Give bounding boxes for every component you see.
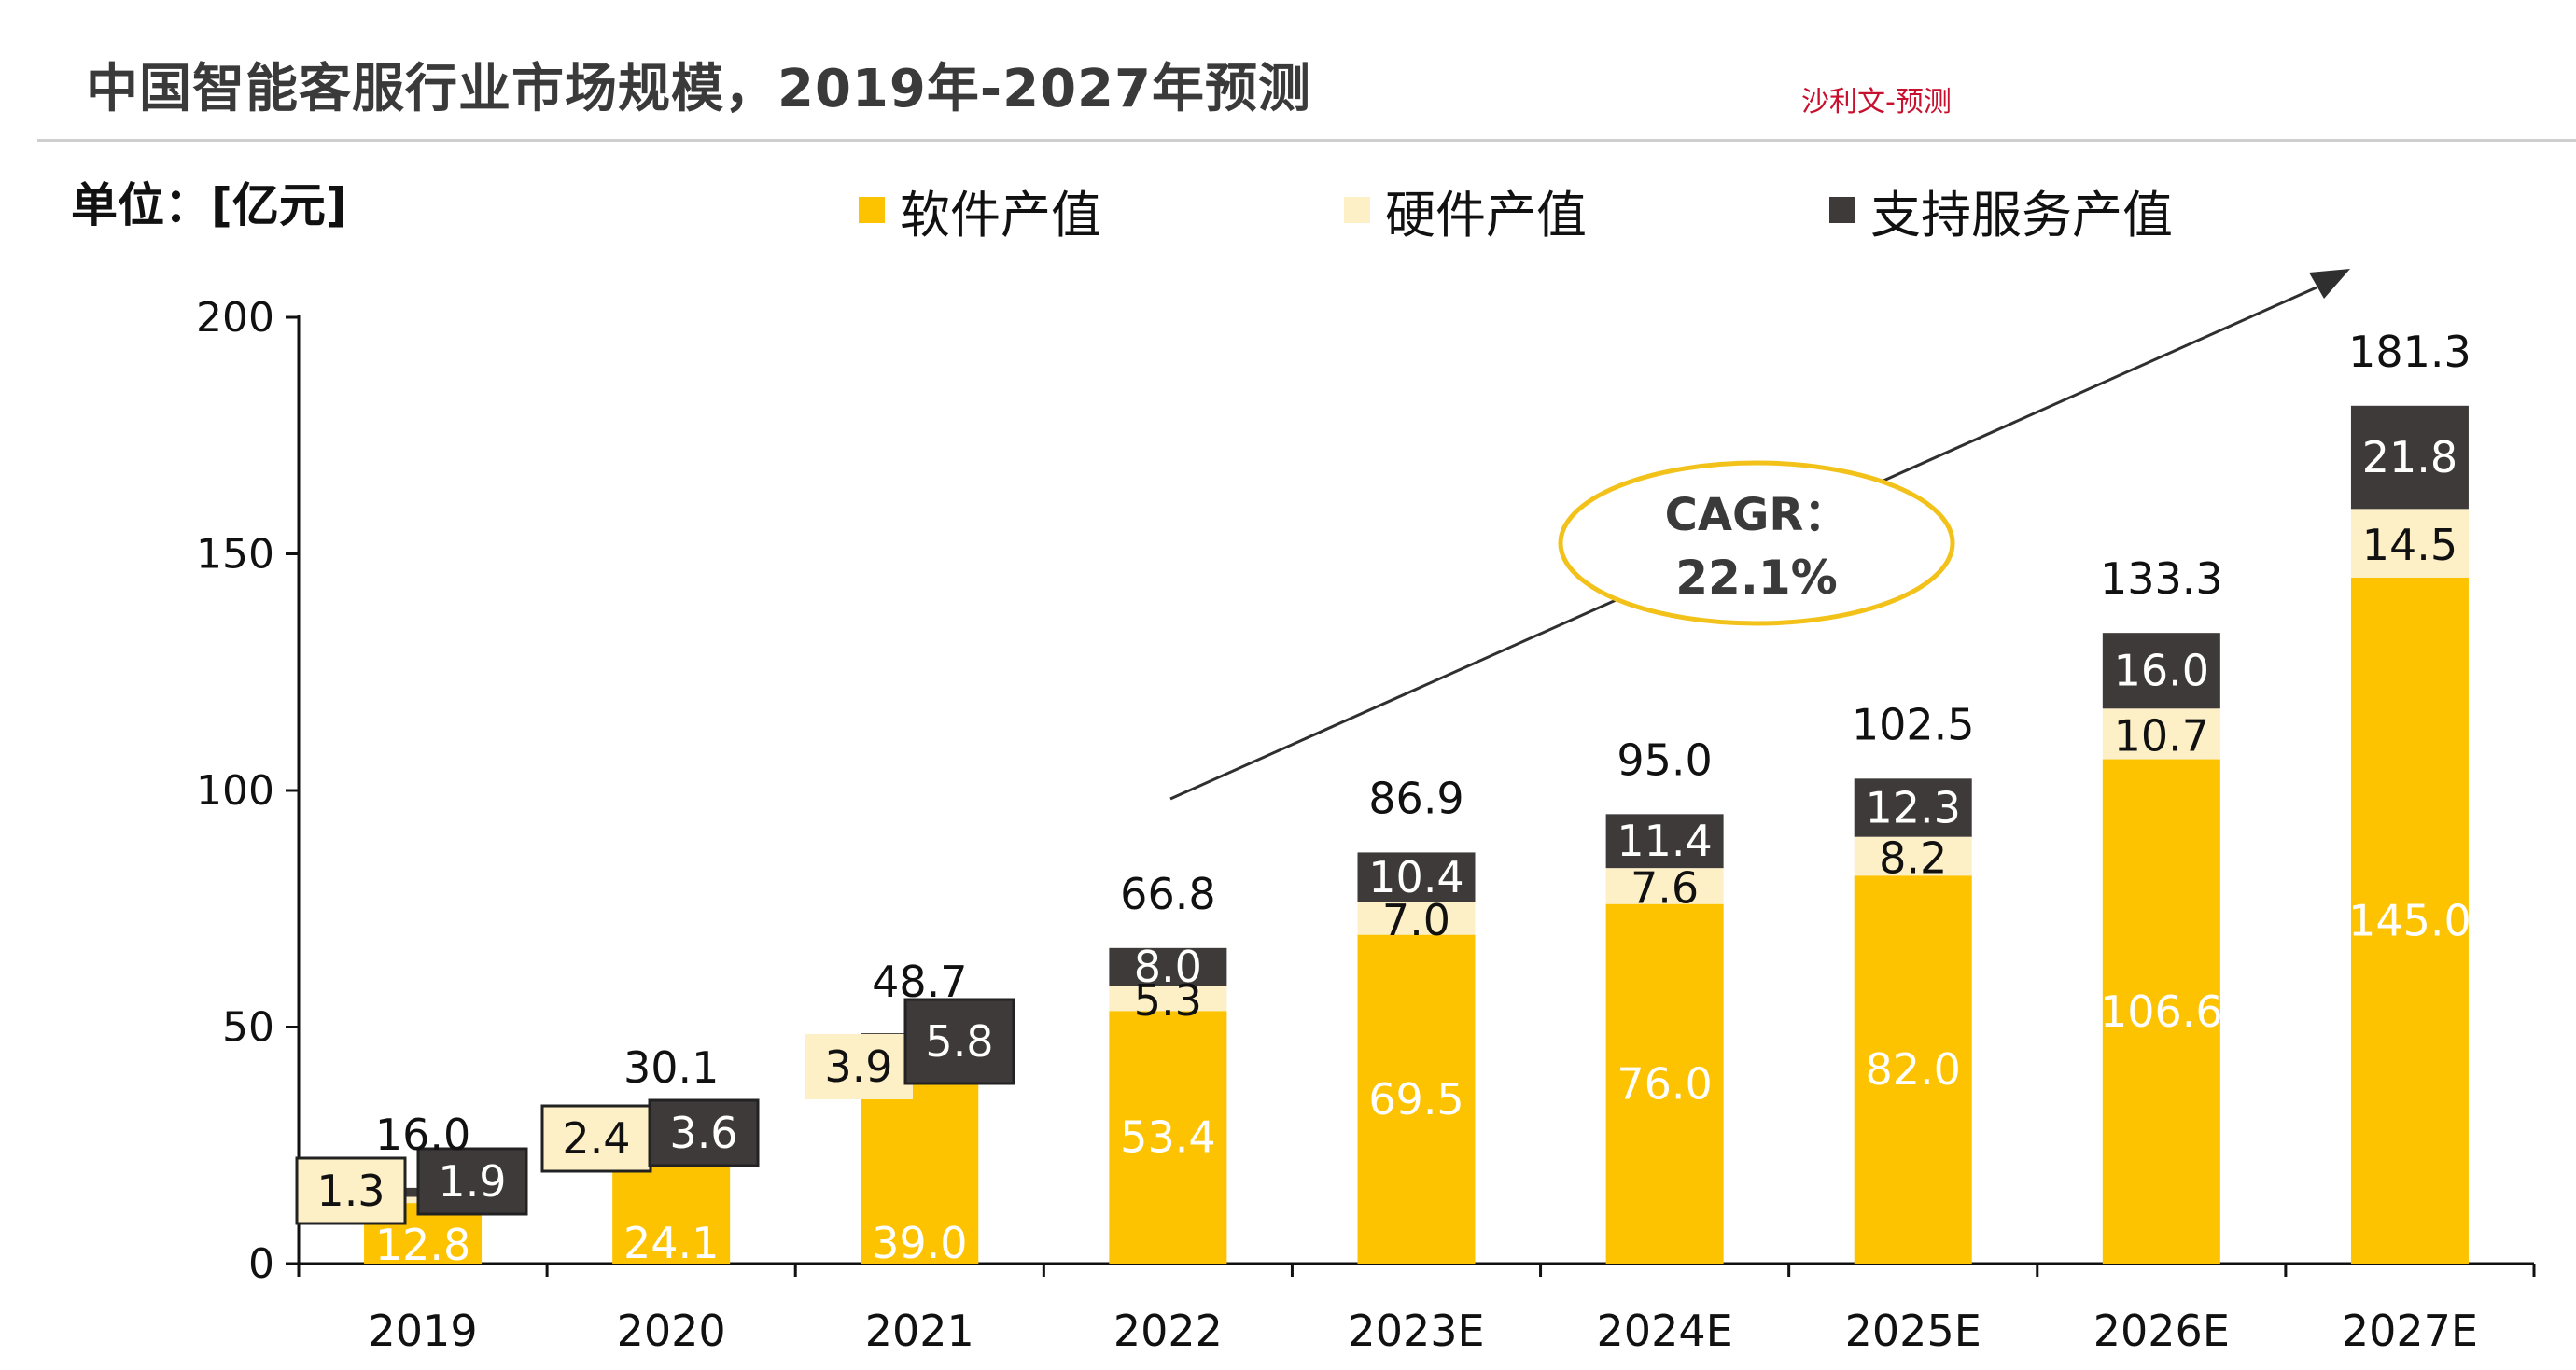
bar-segment-software — [2350, 577, 2469, 1264]
bar-segment-service — [1854, 778, 1972, 837]
callout-box-hardware — [540, 1104, 652, 1173]
data-label-hardware: 5.3 — [1134, 975, 1202, 1026]
data-label-software: 53.4 — [1120, 1112, 1215, 1163]
bar-segment-software — [2102, 759, 2220, 1264]
data-label-hardware: 3.9 — [824, 1041, 892, 1092]
bar-segment-software — [1854, 875, 1972, 1264]
bar-segment-service — [2102, 633, 2220, 709]
y-tick-label: 200 — [196, 294, 274, 342]
x-tick-label: 2025E — [1845, 1306, 1981, 1356]
x-tick-label: 2019 — [369, 1306, 478, 1356]
bar-segment-software — [1357, 934, 1476, 1264]
data-label-total: 133.3 — [2100, 553, 2223, 604]
legend-item-service: 支持服务产值 — [1829, 177, 2173, 245]
data-label-hardware: 10.7 — [2114, 710, 2209, 761]
trend-arrow-head — [2309, 269, 2350, 299]
x-tick-label: 2023E — [1348, 1306, 1484, 1356]
unit-label: 单位：[亿元] — [71, 178, 347, 232]
data-label-total: 16.0 — [375, 1110, 470, 1160]
data-label-total: 181.3 — [2348, 327, 2471, 377]
data-label-software: 39.0 — [872, 1218, 967, 1268]
legend-swatch-hardware — [1344, 197, 1370, 223]
title-divider — [37, 139, 2576, 142]
bar-segment-hardware — [2350, 509, 2469, 578]
bar-segment-software — [1605, 903, 1724, 1264]
data-label-hardware: 7.0 — [1382, 895, 1450, 945]
x-tick-label: 2024E — [1597, 1306, 1733, 1356]
cagr-value: 22.1% — [1675, 551, 1837, 605]
bar-segment-software — [1109, 1011, 1227, 1264]
legend-item-hardware: 硬件产值 — [1344, 177, 1587, 245]
y-tick-label: 150 — [196, 531, 274, 579]
y-tick-label: 50 — [222, 1004, 274, 1052]
callout-box-hardware — [295, 1156, 407, 1225]
legend-label-software: 软件产值 — [900, 185, 1101, 245]
bar-segment-hardware — [1357, 902, 1476, 935]
x-tick-label: 2027E — [2342, 1306, 2478, 1356]
data-label-total: 66.8 — [1120, 869, 1215, 919]
legend-item-software: 软件产值 — [859, 177, 1101, 245]
y-tick-label: 100 — [196, 767, 274, 815]
y-tick-label: 0 — [248, 1240, 274, 1288]
bar-segment-service — [1109, 947, 1227, 986]
data-label-service: 8.0 — [1134, 942, 1202, 992]
bar-segment-software — [861, 1079, 979, 1264]
legend-swatch-software — [859, 197, 885, 223]
legend-label-service: 支持服务产值 — [1870, 185, 2173, 245]
data-label-service: 1.9 — [438, 1156, 506, 1207]
data-label-hardware: 7.6 — [1631, 862, 1699, 913]
data-label-hardware: 14.5 — [2362, 520, 2457, 570]
data-label-service: 21.8 — [2362, 432, 2457, 482]
legend-swatch-service — [1829, 197, 1855, 223]
data-label-total: 95.0 — [1617, 734, 1712, 785]
data-label-total: 30.1 — [623, 1042, 719, 1093]
data-label-service: 5.8 — [925, 1016, 993, 1067]
data-label-hardware: 1.3 — [316, 1166, 385, 1216]
data-label-service: 10.4 — [1368, 852, 1463, 902]
data-label-software: 24.1 — [623, 1218, 719, 1268]
bar-segment-service — [2350, 405, 2469, 510]
callout-box-service — [903, 998, 1015, 1085]
data-label-software: 69.5 — [1368, 1074, 1463, 1125]
data-label-service: 3.6 — [669, 1108, 737, 1158]
data-label-software: 82.0 — [1866, 1044, 1961, 1095]
bar-segment-service — [1605, 814, 1724, 869]
data-label-hardware: 8.2 — [1879, 832, 1947, 883]
source-note: 沙利文-预测 — [1801, 86, 1952, 119]
bar-segment-hardware — [1854, 836, 1972, 876]
x-tick-label: 2022 — [1113, 1306, 1223, 1356]
data-label-software: 145.0 — [2348, 895, 2471, 945]
data-label-service: 11.4 — [1617, 816, 1712, 866]
bar-segment-hardware — [1109, 986, 1227, 1012]
x-tick-label: 2020 — [617, 1306, 726, 1356]
data-label-service: 12.3 — [1866, 783, 1961, 833]
data-label-total: 102.5 — [1852, 699, 1975, 749]
data-label-total: 86.9 — [1368, 773, 1463, 823]
data-label-software: 76.0 — [1617, 1058, 1712, 1109]
data-label-software: 106.6 — [2100, 986, 2223, 1037]
bar-segment-hardware — [2102, 708, 2220, 760]
bar-segment-service — [1357, 852, 1476, 902]
x-tick-label: 2026E — [2093, 1306, 2230, 1356]
data-label-hardware: 2.4 — [562, 1113, 630, 1164]
callout-box-service — [416, 1147, 528, 1216]
bar-segment-hardware — [1605, 868, 1724, 904]
x-tick-label: 2021 — [865, 1306, 974, 1356]
data-label-service: 16.0 — [2114, 646, 2209, 696]
cagr-label: CAGR： — [1665, 489, 1849, 541]
data-label-software: 12.8 — [375, 1220, 470, 1270]
callout-box-hardware — [805, 1034, 913, 1099]
cagr-ellipse — [1558, 460, 1955, 626]
callout-box-service — [648, 1098, 760, 1167]
data-label-total: 48.7 — [872, 957, 967, 1007]
legend-label-hardware: 硬件产值 — [1385, 185, 1587, 245]
chart-title: 中国智能客服行业市场规模，2019年-2027年预测 — [86, 59, 1311, 119]
